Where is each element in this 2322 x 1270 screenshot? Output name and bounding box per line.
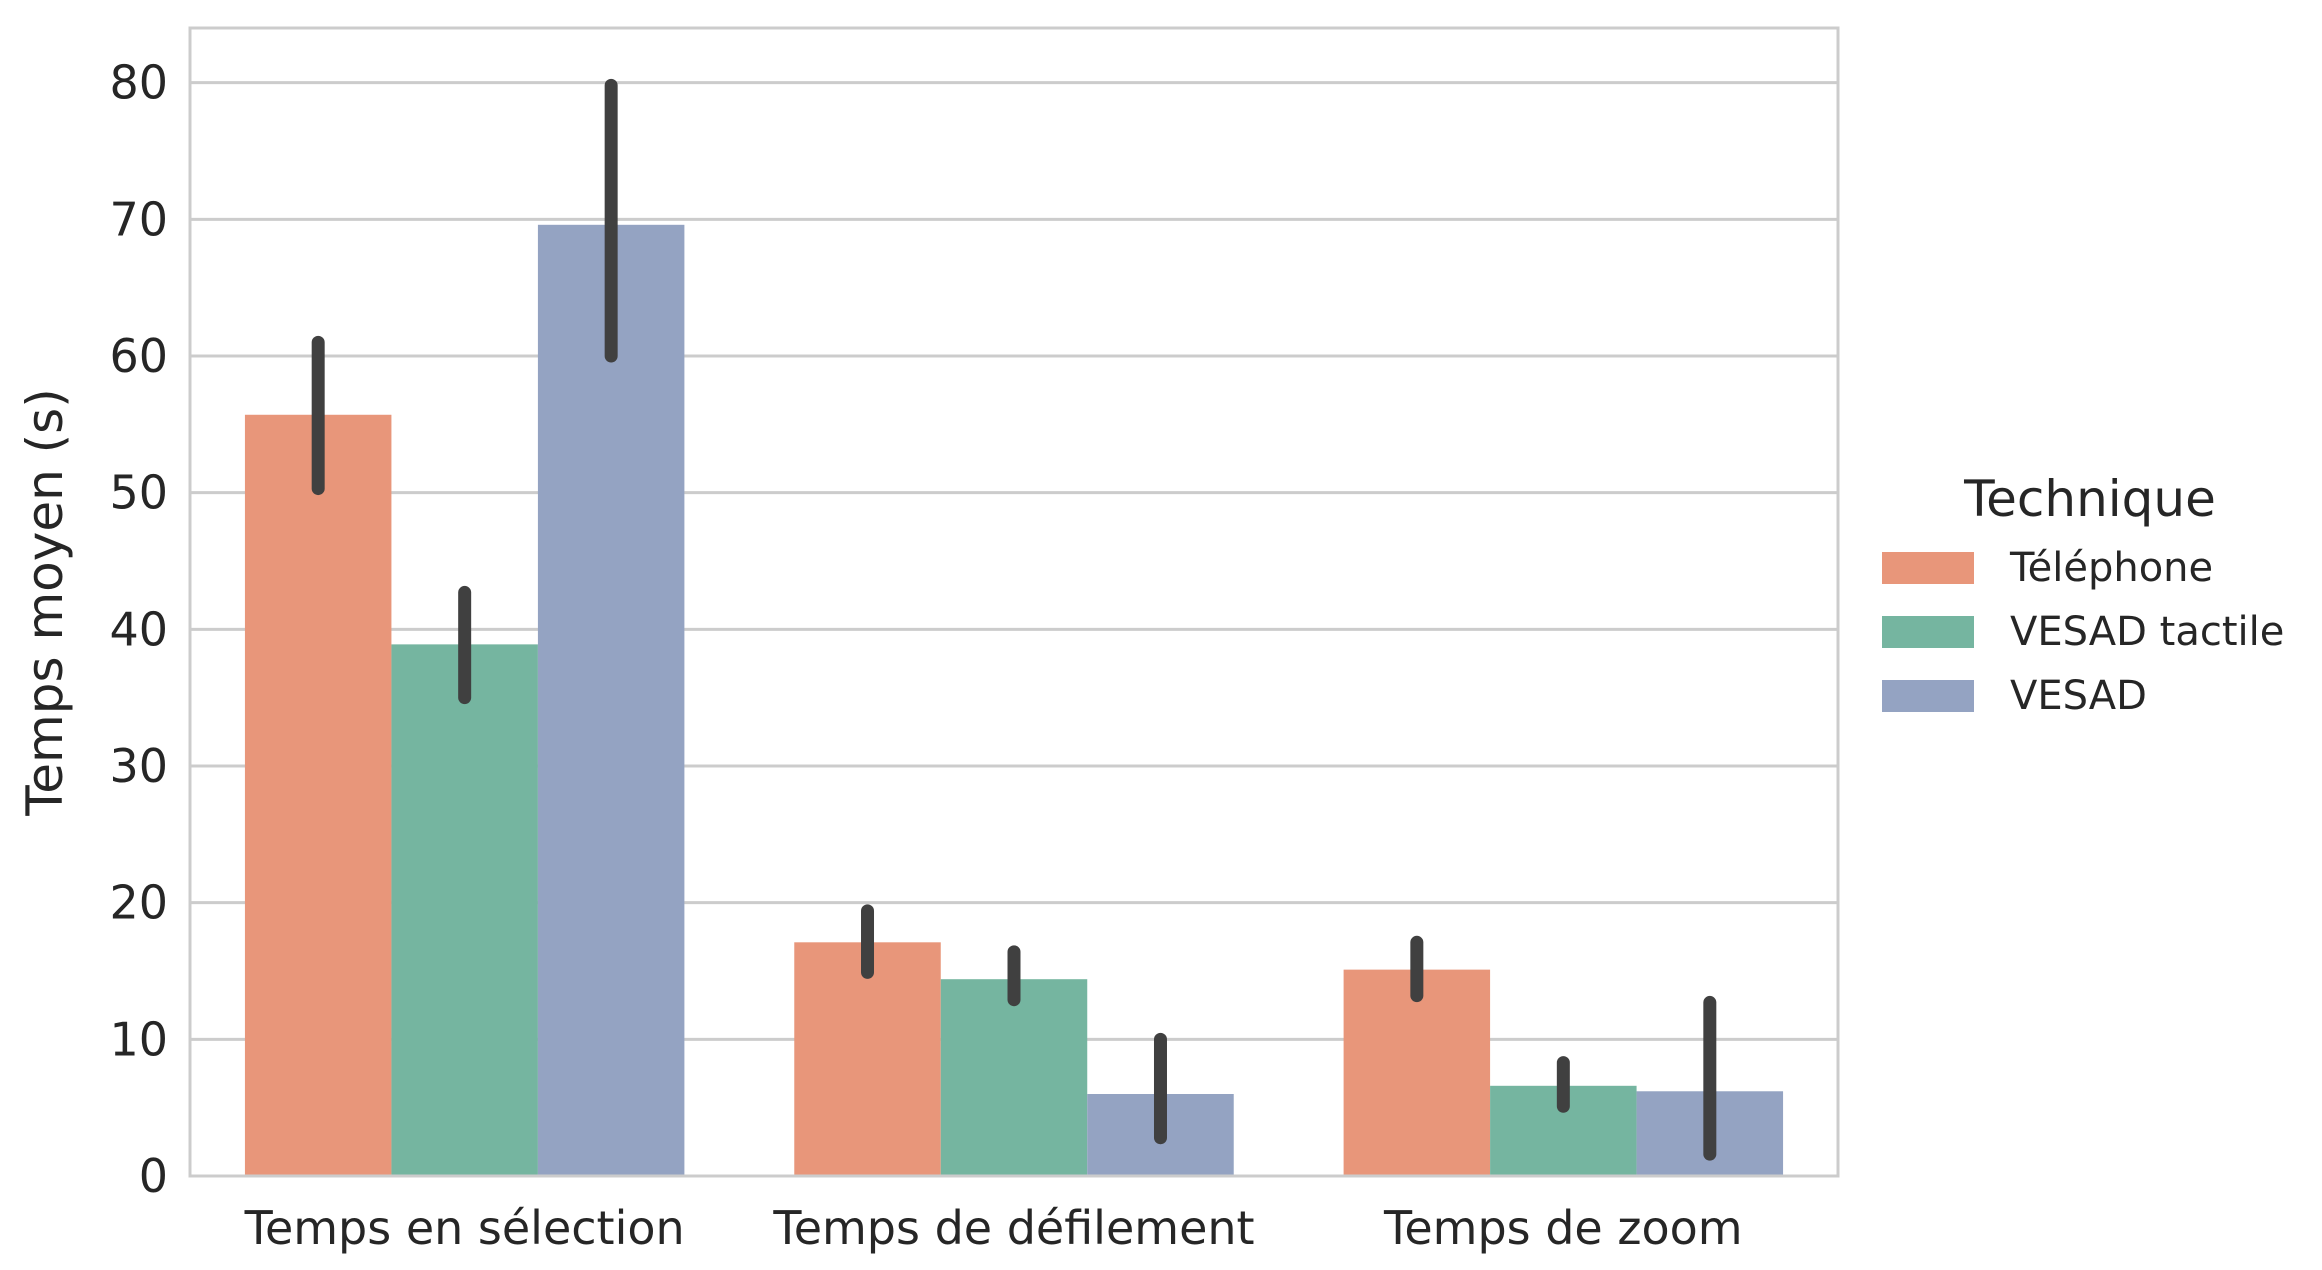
legend-items: Téléphone VESAD tactile VESAD	[1882, 545, 2284, 719]
legend-swatch	[1882, 552, 1974, 584]
x-tick-label: Temps de zoom	[1383, 1201, 1743, 1255]
y-tick-labels: 0 10 20 30 40 50 60 70 80	[109, 56, 168, 1203]
error-bars	[311, 78, 1717, 1161]
bar	[391, 644, 538, 1176]
x-tick-label: Temps en sélection	[244, 1201, 685, 1255]
y-tick-label: 30	[109, 739, 168, 793]
bar	[940, 979, 1088, 1176]
y-tick-label: 70	[109, 192, 168, 246]
y-tick-label: 40	[109, 602, 168, 656]
y-tick-label: 50	[109, 466, 168, 520]
legend-swatch	[1882, 680, 1974, 712]
bar	[1343, 969, 1491, 1176]
y-axis-label: Temps moyen (s)	[16, 388, 74, 817]
legend-label: VESAD	[2010, 673, 2147, 719]
legend: Technique Téléphone VESAD tactile VESAD	[1882, 470, 2284, 719]
x-tick-label: Temps de défilement	[772, 1201, 1254, 1255]
bar	[537, 224, 685, 1177]
y-tick-label: 10	[109, 1012, 168, 1066]
bar	[244, 414, 392, 1176]
bar	[794, 942, 941, 1176]
legend-title: Technique	[1963, 470, 2216, 528]
legend-swatch	[1882, 616, 1974, 648]
y-tick-label: 0	[139, 1149, 168, 1203]
legend-label: Téléphone	[2009, 545, 2213, 591]
y-tick-label: 80	[109, 56, 168, 110]
x-tick-labels: Temps en sélection Temps de défilement Tem…	[244, 1201, 1743, 1255]
bars	[244, 224, 1784, 1177]
legend-label: VESAD tactile	[2010, 609, 2284, 655]
y-tick-label: 60	[109, 329, 168, 383]
plot-frame	[188, 26, 1840, 1178]
y-tick-label: 20	[109, 876, 168, 930]
